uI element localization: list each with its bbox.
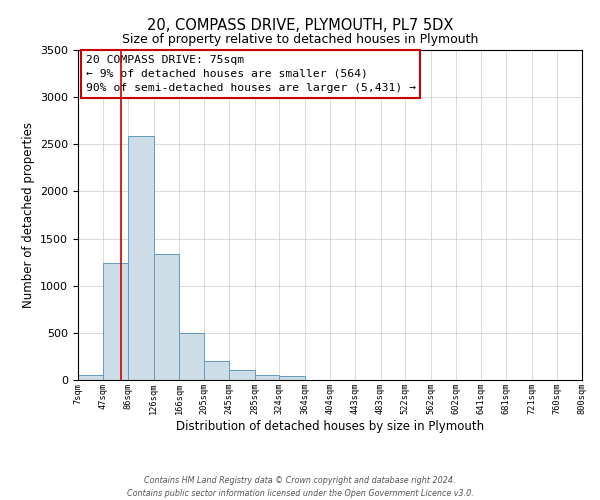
Bar xyxy=(103,263,128,380)
Bar xyxy=(229,370,254,380)
Bar xyxy=(254,376,280,380)
Text: 20, COMPASS DRIVE, PLYMOUTH, PL7 5DX: 20, COMPASS DRIVE, PLYMOUTH, PL7 5DX xyxy=(147,18,453,32)
Text: Size of property relative to detached houses in Plymouth: Size of property relative to detached ho… xyxy=(122,32,478,46)
Bar xyxy=(280,376,305,380)
Bar xyxy=(128,136,154,380)
Text: 20 COMPASS DRIVE: 75sqm
← 9% of detached houses are smaller (564)
90% of semi-de: 20 COMPASS DRIVE: 75sqm ← 9% of detached… xyxy=(86,55,416,93)
Bar xyxy=(154,254,179,380)
Text: Contains HM Land Registry data © Crown copyright and database right 2024.
Contai: Contains HM Land Registry data © Crown c… xyxy=(127,476,473,498)
X-axis label: Distribution of detached houses by size in Plymouth: Distribution of detached houses by size … xyxy=(176,420,484,433)
Bar xyxy=(179,333,204,380)
Bar xyxy=(78,376,103,380)
Bar xyxy=(204,361,229,380)
Y-axis label: Number of detached properties: Number of detached properties xyxy=(22,122,35,308)
